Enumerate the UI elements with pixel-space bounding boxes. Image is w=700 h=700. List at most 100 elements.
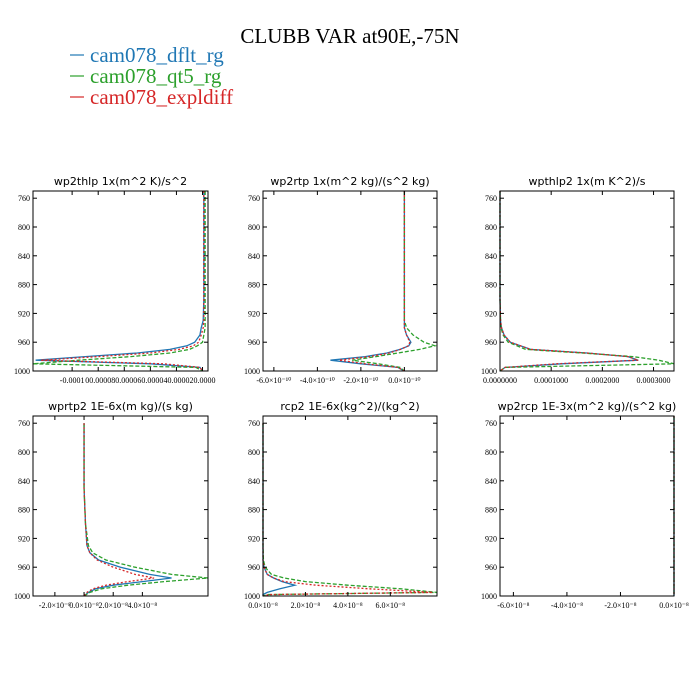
x-tick-label: 00.0000: [85, 376, 111, 385]
x-tick-label: 0.0001000: [534, 376, 568, 385]
y-tick-label: 960: [18, 563, 30, 572]
panel-4: wprtp2 1E-6x(m kg)/(s kg) 760 800 840 880 920…: [14, 400, 209, 610]
y-tick-label: 880: [248, 506, 260, 515]
x-tick-label: 20.0000: [190, 376, 216, 385]
x-tick-label: 0.0003000: [637, 376, 671, 385]
x-tick-label: 0.0×10⁻¹⁰: [388, 376, 420, 385]
panel-title: wpthlp2 1x(m K^2)/s: [529, 175, 646, 188]
y-tick-label: 840: [18, 477, 30, 486]
y-tick-label: 1000: [14, 367, 30, 376]
series-line-qt5: [352, 191, 438, 372]
panel-3: wpthlp2 1x(m K^2)/s 760 800 840 880 920 960 100…: [481, 175, 675, 385]
y-tick-label: 880: [485, 281, 497, 290]
y-tick-label: 960: [248, 338, 260, 347]
y-tick-label: 880: [248, 281, 260, 290]
y-tick-label: 800: [485, 223, 497, 232]
legend-entry-dflt: cam078_dflt_rg: [70, 43, 224, 67]
y-tick-label: 920: [248, 309, 260, 318]
y-tick-label: 920: [248, 534, 260, 543]
series-line-dflt: [35, 191, 205, 372]
y-tick-label: 880: [18, 506, 30, 515]
x-tick-label: 0.0002000: [585, 376, 619, 385]
x-tick-label: -4.0×10⁻¹⁰: [300, 376, 335, 385]
y-tick-label: 1000: [244, 367, 260, 376]
x-tick-label: 0.0000000: [483, 376, 517, 385]
series-line-dflt: [330, 191, 412, 372]
y-tick-label: 800: [18, 448, 30, 457]
x-tick-label: -2.0×10⁻⁸: [39, 601, 71, 610]
x-tick-label: -2.0×10⁻⁸: [604, 601, 636, 610]
plot-frame: [499, 415, 675, 597]
y-tick-label: 1000: [481, 367, 497, 376]
x-tick-label: -6.0×10⁻⁸: [497, 601, 529, 610]
plot-frame: [262, 415, 438, 597]
panel-6: wp2rcp 1E-3x(m^2 kg)/(s^2 kg)760 800 840 88…: [481, 400, 689, 610]
legend-label-qt5: cam078_qt5_rg: [90, 64, 222, 88]
y-tick-label: 920: [18, 309, 30, 318]
y-tick-label: 1000: [244, 592, 260, 601]
series-line-dflt: [499, 191, 639, 372]
legend-entry-expl: cam078_expldiff: [70, 85, 233, 109]
x-tick-label: 2.0×10⁻⁸: [98, 601, 128, 610]
series-line-dflt: [262, 423, 298, 596]
x-tick-label: 0.0×10⁻⁸: [659, 601, 689, 610]
y-tick-label: 840: [18, 252, 30, 261]
panel-2: wp2rtp 1x(m^2 kg)/(s^2 kg) 760 800 840 880 92…: [244, 175, 438, 385]
y-tick-label: 960: [485, 563, 497, 572]
series-line-expl: [83, 423, 155, 597]
x-tick-label: 80.0000: [111, 376, 137, 385]
y-tick-label: 920: [18, 534, 30, 543]
y-tick-label: 760: [18, 419, 30, 428]
series-line-expl: [499, 191, 639, 372]
legend: cam078_dflt_rg cam078_qt5_rg cam078_expl…: [70, 43, 233, 109]
y-tick-label: 800: [485, 448, 497, 457]
panel-5: rcp2 1E-6x(kg^2)/(kg^2) 760 800 840 880 920 96…: [244, 400, 438, 610]
series-line-expl: [339, 191, 411, 372]
y-tick-label: 800: [18, 223, 30, 232]
panel-title: wprtp2 1E-6x(m kg)/(s kg): [48, 400, 193, 413]
series-line-qt5: [262, 423, 438, 597]
panel-1: wp2thlp 1x(m^2 K)/s^2 760 800 840 880 920 960 1…: [14, 175, 216, 385]
panel-title: wp2rcp 1E-3x(m^2 kg)/(s^2 kg): [498, 400, 677, 413]
x-tick-label: 60.0000: [137, 376, 163, 385]
x-tick-label: 0.0×10⁻⁸: [248, 601, 278, 610]
legend-label-expl: cam078_expldiff: [90, 85, 233, 109]
x-tick-label: -4.0×10⁻⁸: [551, 601, 583, 610]
y-tick-label: 1000: [14, 592, 30, 601]
y-tick-label: 920: [485, 534, 497, 543]
x-tick-label: 6.0×10⁻⁸: [376, 601, 406, 610]
y-tick-label: 760: [485, 419, 497, 428]
y-tick-label: 960: [248, 563, 260, 572]
panel-title: wp2rtp 1x(m^2 kg)/(s^2 kg): [270, 175, 429, 188]
legend-entry-qt5: cam078_qt5_rg: [70, 64, 222, 88]
series-line-dflt: [83, 423, 172, 597]
y-tick-label: 840: [485, 252, 497, 261]
panel-title: rcp2 1E-6x(kg^2)/(kg^2): [280, 400, 419, 413]
x-tick-label: -2.0×10⁻¹⁰: [343, 376, 378, 385]
series-line-expl: [262, 423, 433, 597]
panel-title: wp2thlp 1x(m^2 K)/s^2: [54, 175, 187, 188]
legend-label-dflt: cam078_dflt_rg: [90, 43, 224, 67]
x-tick-label: -0.0001: [60, 376, 85, 385]
series-line-expl: [40, 191, 205, 372]
y-tick-label: 840: [248, 477, 260, 486]
y-tick-label: 760: [18, 194, 30, 203]
y-tick-label: 760: [485, 194, 497, 203]
y-tick-label: 960: [18, 338, 30, 347]
series-line-qt5: [499, 191, 675, 372]
x-tick-label: -6.0×10⁻¹⁰: [256, 376, 291, 385]
panels: wp2thlp 1x(m^2 K)/s^2 760 800 840 880 920 960 1…: [14, 175, 689, 610]
figure-title: CLUBB VAR at90E,-75N: [240, 24, 459, 48]
y-tick-label: 840: [485, 477, 497, 486]
x-tick-label: 0.0×10⁻⁸: [69, 601, 99, 610]
x-tick-label: 2.0×10⁻⁸: [291, 601, 321, 610]
plot-frame: [32, 190, 209, 372]
plot-frame: [499, 190, 675, 372]
y-tick-label: 800: [248, 448, 260, 457]
y-tick-label: 920: [485, 309, 497, 318]
y-tick-label: 840: [248, 252, 260, 261]
y-tick-label: 960: [485, 338, 497, 347]
series-line-qt5: [83, 423, 209, 597]
y-tick-label: 800: [248, 223, 260, 232]
